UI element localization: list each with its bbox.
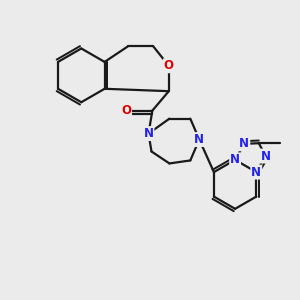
- Text: O: O: [164, 59, 174, 72]
- Text: N: N: [143, 127, 154, 140]
- Text: N: N: [261, 150, 271, 163]
- Text: N: N: [230, 153, 240, 167]
- Text: N: N: [194, 133, 204, 146]
- Text: O: O: [121, 104, 131, 117]
- Text: N: N: [251, 166, 261, 178]
- Text: N: N: [239, 137, 249, 150]
